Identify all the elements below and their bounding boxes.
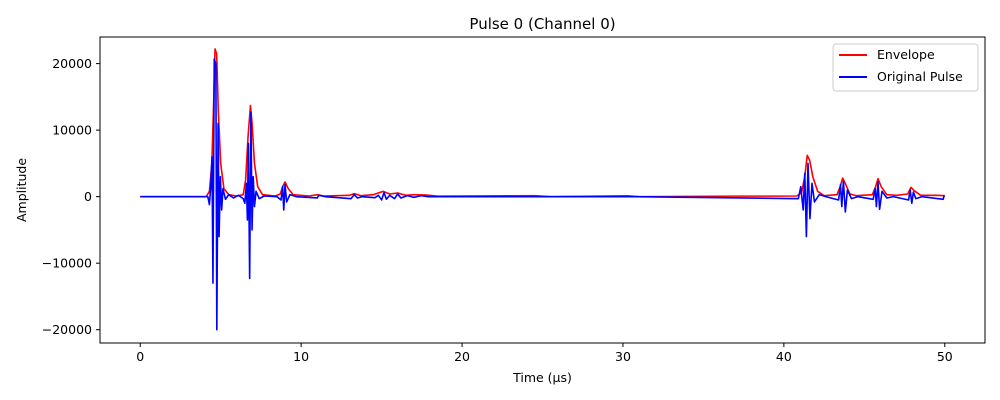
series-line-envelope <box>140 48 945 198</box>
ticks-layer: 0 10 20 30 40 50 −20000 −10000 0 10000 20000 <box>42 56 953 364</box>
x-axis-label: Time (µs) <box>512 370 572 385</box>
y-tick-label: −10000 <box>42 256 92 271</box>
series-line-original-pulse <box>140 58 946 331</box>
x-tick-label: 40 <box>776 349 792 364</box>
x-tick-label: 30 <box>615 349 631 364</box>
legend: Envelope Original Pulse <box>832 43 979 92</box>
y-tick-label: 20000 <box>52 56 92 71</box>
x-tick-label: 20 <box>454 349 470 364</box>
legend-box <box>832 43 979 92</box>
plot-frame <box>99 36 986 344</box>
chart-title: Pulse 0 (Channel 0) <box>469 15 615 33</box>
y-tick-label: 0 <box>84 189 92 204</box>
x-tick-label: 50 <box>937 349 953 364</box>
y-axis-label: Amplitude <box>14 158 29 222</box>
y-tick-label: 10000 <box>52 123 92 138</box>
legend-label-envelope: Envelope <box>877 47 935 62</box>
x-tick-label: 10 <box>293 349 309 364</box>
y-tick-label: −20000 <box>42 322 92 337</box>
series-layer <box>140 48 946 331</box>
x-tick-label: 0 <box>136 349 144 364</box>
legend-label-original-pulse: Original Pulse <box>877 69 963 84</box>
